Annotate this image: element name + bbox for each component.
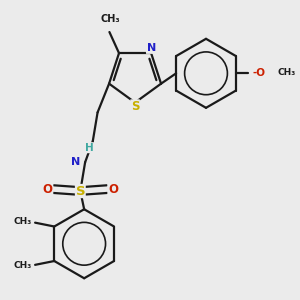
Text: O: O — [108, 183, 118, 196]
Text: N: N — [71, 157, 80, 167]
Text: CH₃: CH₃ — [13, 261, 31, 270]
Text: S: S — [131, 100, 139, 113]
Text: H: H — [85, 143, 93, 153]
Text: O: O — [43, 183, 53, 196]
Text: S: S — [76, 184, 85, 197]
Text: N: N — [146, 43, 156, 53]
Text: CH₃: CH₃ — [100, 14, 120, 24]
Text: CH₃: CH₃ — [13, 217, 31, 226]
Text: -O: -O — [252, 68, 266, 78]
Text: CH₃: CH₃ — [277, 68, 296, 77]
